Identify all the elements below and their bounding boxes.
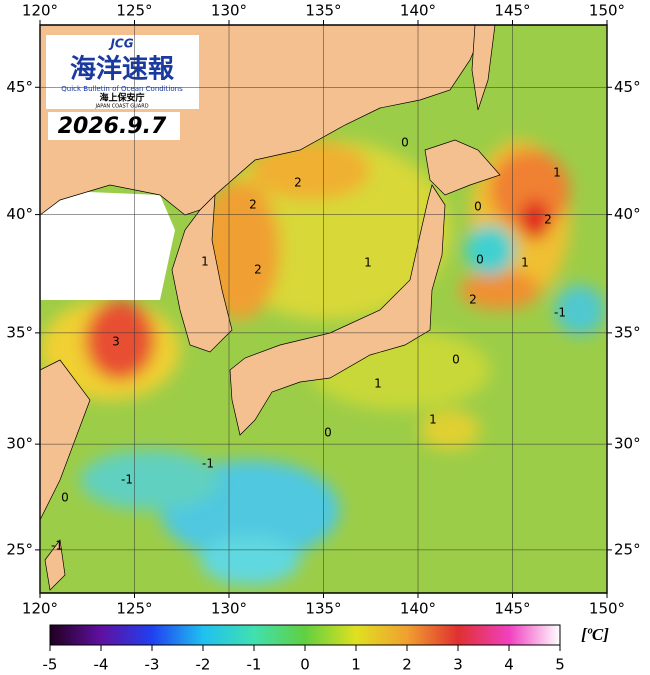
contour-label: 0 <box>324 426 332 440</box>
date-box <box>48 112 180 140</box>
contour-label: 1 <box>201 255 209 269</box>
lon-label: 145° <box>494 600 530 618</box>
colorbar-label: -3 <box>145 656 160 674</box>
logo: JCG 海洋速報 Quick Bulletin of Ocean Conditi… <box>46 35 199 110</box>
contour-label: -1 <box>554 306 566 320</box>
lon-label: 120° <box>22 2 58 20</box>
logo-agency-en: JAPAN COAST GUARD <box>94 104 148 110</box>
contour-label: 1 <box>429 413 437 427</box>
contour-label: 3 <box>112 335 120 349</box>
lat-label: 40° <box>6 205 33 223</box>
colorbar-unit: [ºC] <box>581 625 609 644</box>
logo-title: 海洋速報 <box>70 54 175 85</box>
lon-label: 130° <box>211 600 247 618</box>
colorbar-label: 5 <box>555 656 565 674</box>
contour-label: 0 <box>452 353 460 367</box>
logo-agency: 海上保安庁 <box>99 92 144 104</box>
lon-label: 140° <box>400 600 436 618</box>
contour-label: 1 <box>364 256 372 270</box>
lat-label: 25° <box>614 540 641 558</box>
land <box>40 25 501 591</box>
colorbar-label: 2 <box>402 656 412 674</box>
contour-label: 0 <box>401 136 409 150</box>
logo-box <box>46 35 199 109</box>
lat-label: 25° <box>6 540 33 558</box>
lat-label: 35° <box>614 323 641 341</box>
colorbar-label: 1 <box>351 656 361 674</box>
colorbar-label: -5 <box>43 656 58 674</box>
no-data <box>40 190 175 300</box>
contour-label: -1 <box>121 473 133 487</box>
colorbar-label: 4 <box>504 656 514 674</box>
colorbar <box>49 624 561 646</box>
colorbar-label: -4 <box>94 656 109 674</box>
colorbar-label: 3 <box>453 656 463 674</box>
lon-label: 125° <box>116 600 152 618</box>
lon-label: 150° <box>589 2 625 20</box>
lon-label: 150° <box>589 600 625 618</box>
colorbar-label: -2 <box>196 656 211 674</box>
lon-label: 120° <box>22 600 58 618</box>
logo-mark: JCG <box>108 37 133 51</box>
contour-label: 0 <box>474 200 482 214</box>
lon-label: 140° <box>400 2 436 20</box>
logo-subtitle: Quick Bulletin of Ocean Conditions <box>61 85 183 93</box>
lon-label: 130° <box>211 2 247 20</box>
colorbar-label: 0 <box>300 656 310 674</box>
contour-label: 0 <box>476 253 484 267</box>
lat-label: 45° <box>614 78 641 96</box>
lon-label: 135° <box>305 2 341 20</box>
contour-label: 2 <box>294 176 302 190</box>
lon-label: 135° <box>305 600 341 618</box>
contour-label: 2 <box>469 293 477 307</box>
lon-label: 125° <box>116 2 152 20</box>
colorbar-label: -1 <box>247 656 262 674</box>
contour-label: 1 <box>553 166 561 180</box>
lat-label: 35° <box>6 323 33 341</box>
lon-label: 145° <box>494 2 530 20</box>
lat-label: 30° <box>614 435 641 453</box>
contour-label: 2 <box>249 198 257 212</box>
date: 2026.9.7 <box>58 114 167 139</box>
contour-label: 1 <box>374 377 382 391</box>
contour-label: 1 <box>521 256 529 270</box>
lat-label: 30° <box>6 435 33 453</box>
anomaly-field <box>40 140 605 585</box>
contour-label: 2 <box>544 213 552 227</box>
contour-label: -1 <box>202 457 214 471</box>
contour-label: -1 <box>51 539 63 553</box>
lat-label: 40° <box>614 205 641 223</box>
contour-label: 2 <box>254 263 262 277</box>
lat-label: 45° <box>6 78 33 96</box>
contour-label: 0 <box>61 491 69 505</box>
